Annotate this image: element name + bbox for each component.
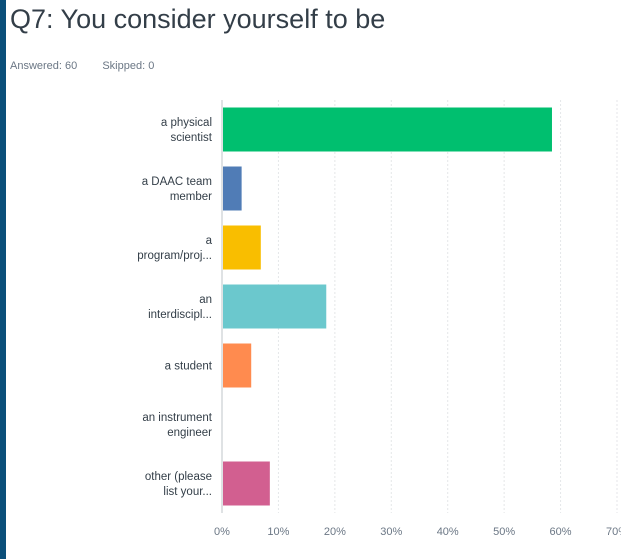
question-title: Q7: You consider yourself to be bbox=[10, 4, 386, 34]
category-label: an instrument bbox=[142, 412, 212, 424]
answered-count: Answered: 60 bbox=[10, 60, 78, 72]
skipped-count: Skipped: 0 bbox=[102, 60, 155, 72]
category-label: interdiscipl... bbox=[148, 309, 212, 321]
category-label: scientist bbox=[170, 132, 212, 144]
x-tick-label: 60% bbox=[550, 526, 572, 538]
category-label: list your... bbox=[163, 486, 212, 498]
x-tick-label: 30% bbox=[380, 526, 402, 538]
bar bbox=[223, 166, 242, 211]
bar bbox=[223, 343, 252, 388]
category-label: a physical bbox=[161, 117, 212, 129]
bar bbox=[223, 225, 261, 270]
category-label: a DAAC team bbox=[142, 176, 212, 188]
category-label: program/proj... bbox=[137, 250, 212, 262]
x-tick-label: 50% bbox=[493, 526, 515, 538]
x-tick-label: 10% bbox=[267, 526, 289, 538]
bar bbox=[223, 461, 270, 506]
x-tick-label: 70% bbox=[606, 526, 621, 538]
category-label: engineer bbox=[167, 427, 212, 439]
category-label: a bbox=[206, 235, 213, 247]
x-tick-label: 40% bbox=[437, 526, 459, 538]
bar bbox=[223, 107, 552, 152]
response-counts: Answered: 60 Skipped: 0 bbox=[10, 60, 176, 72]
chart-panel: Q7: You consider yourself to be Answered… bbox=[6, 0, 621, 559]
category-label: member bbox=[170, 191, 212, 203]
category-label: other (please bbox=[145, 471, 212, 483]
x-tick-label: 0% bbox=[214, 526, 230, 538]
category-label: an bbox=[199, 294, 212, 306]
x-tick-label: 20% bbox=[324, 526, 346, 538]
category-label: a student bbox=[165, 361, 213, 373]
bar bbox=[223, 284, 327, 329]
